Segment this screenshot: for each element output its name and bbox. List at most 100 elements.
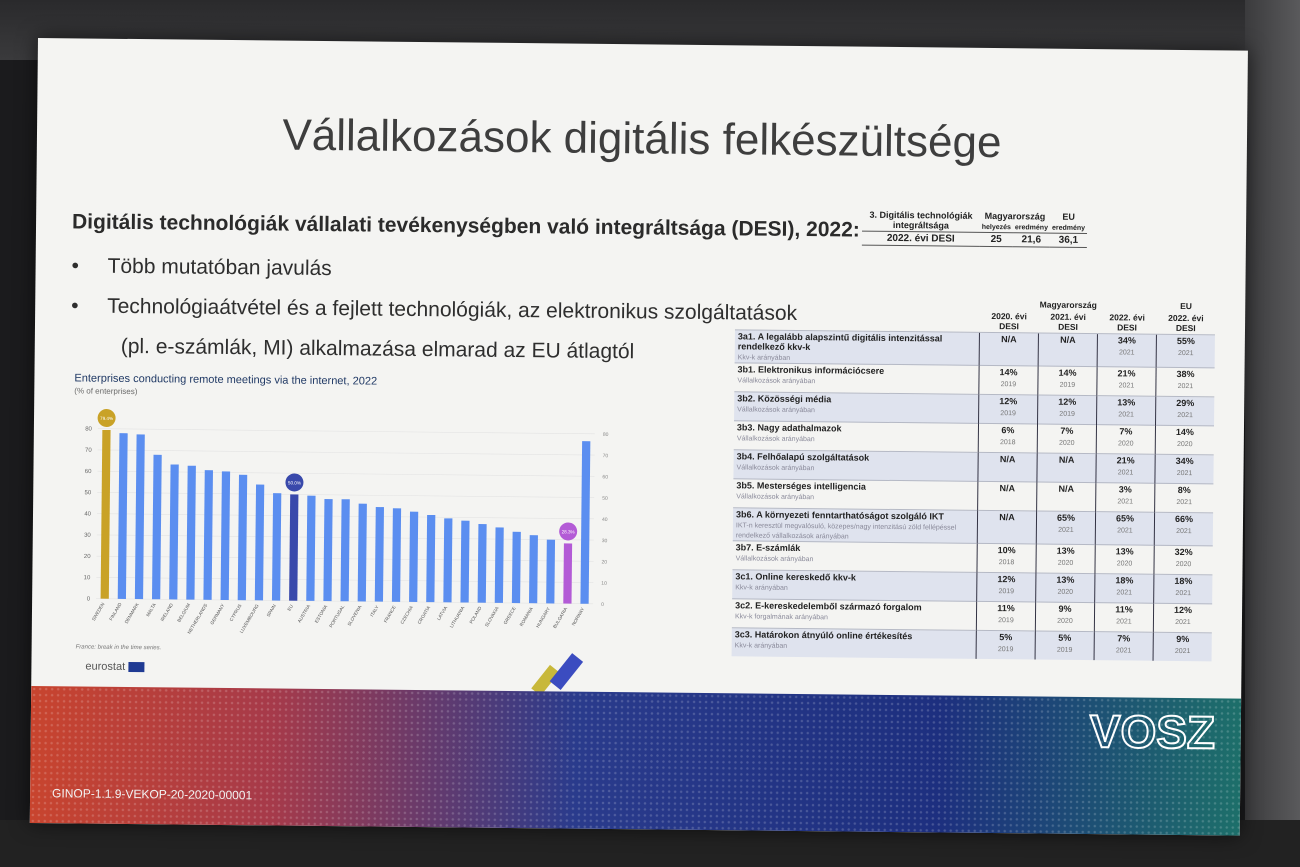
indicator-value: 10%	[997, 545, 1016, 556]
y-tick-label-right: 70	[603, 453, 609, 459]
indicator-value-cell: 7% 2020	[1096, 424, 1156, 455]
indicator-value: 9%	[1176, 633, 1190, 645]
y-tick-label: 80	[85, 427, 92, 433]
indicator-year	[981, 526, 1033, 527]
indicator-year: 2020	[1057, 617, 1073, 625]
indicator-year: 2020	[1058, 439, 1075, 447]
footer-pattern	[29, 685, 1242, 836]
bar-spain	[271, 493, 282, 601]
indicator-value: 65%	[1056, 512, 1076, 523]
indicator-label: 3c3. Határokon átnyúló online értékesíté…	[734, 629, 913, 642]
eu-flag-icon	[128, 662, 145, 673]
bar-croatia	[426, 514, 436, 603]
bar-slovakia	[494, 527, 504, 603]
x-tick-label: CROATIA	[417, 604, 432, 625]
indicator-value: N/A	[1058, 483, 1075, 494]
indicator-value-cell: 7% 2020	[1037, 423, 1097, 454]
x-tick-label: LUXEMBOURG	[239, 603, 260, 634]
x-tick-label: IRELAND	[160, 602, 175, 622]
indicator-unit: Kkv-k forgalmának arányában	[734, 613, 829, 622]
x-tick-label: ITALY	[369, 605, 379, 618]
x-tick-label: SWEDEN	[91, 602, 106, 622]
indicator-year: 2020	[1057, 559, 1074, 567]
indicator-value-cell: 13% 2021	[1096, 395, 1156, 426]
y-tick-label: 50	[85, 490, 92, 496]
bar-bulgaria	[563, 543, 573, 604]
indicator-value-cell: 8% 2021	[1154, 483, 1214, 513]
y-tick-label: 40	[84, 512, 91, 518]
indicator-year: 2021	[1116, 618, 1132, 626]
bullet-text: Több mutatóban javulás	[107, 254, 332, 281]
indicator-value: 14%	[999, 367, 1018, 378]
chart-footnote: France: break in the time series.	[75, 644, 162, 652]
summary-col-hu: Magyarország	[984, 211, 1046, 222]
indicator-year: 2021	[1116, 589, 1133, 597]
bar-malta	[151, 454, 162, 600]
indicator-value: 32%	[1174, 546, 1193, 558]
indicator-value-cell: N/A	[977, 481, 1037, 511]
bar-estonia	[323, 499, 333, 602]
room-background-right	[1245, 0, 1300, 867]
indicator-year: 2021	[1058, 526, 1074, 534]
indicator-year: 2020	[1117, 440, 1134, 448]
indicator-year: 2020	[1116, 560, 1133, 568]
indicator-value: N/A	[999, 512, 1015, 523]
indicator-value: N/A	[1060, 334, 1076, 345]
indicator-value: 12%	[1174, 604, 1193, 616]
indicator-value: 21%	[1116, 455, 1135, 466]
indicator-year: 2019	[998, 588, 1015, 596]
bar-chart-svg: 0 0 10 10 20 20 30 30 40 40 50 50 60 60 70 70 80 80 SWEDEN…	[84, 409, 609, 635]
summary-row-label: 2022. évi DESI	[861, 231, 980, 247]
indicator-value: 7%	[1060, 425, 1074, 436]
indicator-value-cell: 21% 2021	[1096, 366, 1157, 397]
x-tick-label: LITHUANIA	[449, 605, 466, 629]
x-tick-label: ROMANIA	[519, 605, 535, 627]
indicator-cell: 3c2. E-kereskedelemből származó forgalom…	[731, 598, 977, 631]
indicator-value: 5%	[999, 632, 1013, 643]
indicator-year: 2019	[1056, 646, 1073, 654]
summary-hu-value: 21,6	[1012, 232, 1050, 248]
indicator-value: 38%	[1176, 368, 1195, 380]
summary-eu-value: 36,1	[1049, 233, 1088, 248]
indicator-year: 2021	[1176, 498, 1193, 507]
x-tick-label: EU	[286, 604, 294, 612]
indicator-value-cell: 13% 2020	[1035, 572, 1095, 603]
bullet-continuation: (pl. e-számlák, MI) alkalmazása elmarad …	[120, 334, 635, 364]
y-tick-label-right: 60	[602, 474, 608, 480]
indicator-year: 2021	[1176, 469, 1193, 478]
indicator-year: 2019	[1059, 381, 1076, 389]
indicator-label: 3a1. A legalább alapszintű digitális int…	[737, 331, 943, 353]
indicator-year: 2021	[1174, 647, 1191, 656]
indicator-value-cell: 29% 2021	[1155, 396, 1215, 426]
data-label: 50.0%	[288, 480, 301, 485]
indicator-value-cell: N/A	[1038, 332, 1098, 367]
eurostat-logo: eurostat	[85, 661, 145, 674]
bar-germany	[220, 471, 231, 601]
indicator-year: 2020	[1176, 440, 1193, 449]
indicator-value-cell: 12% 2019	[978, 394, 1038, 424]
indicator-year: 2018	[999, 439, 1016, 447]
indicator-value: 66%	[1174, 513, 1194, 525]
bar-norway	[580, 441, 591, 604]
x-tick-label: POLAND	[469, 605, 483, 624]
y-tick-label-right: 0	[601, 602, 604, 608]
indicator-year: 2021	[1177, 382, 1194, 391]
slide-subtitle: Digitális technológiák vállalati tevéken…	[71, 210, 860, 242]
indicator-value: N/A	[1058, 454, 1075, 465]
indicator-value: 13%	[1117, 397, 1136, 408]
y-tick-label: 0	[87, 597, 91, 603]
x-tick-label: FRANCE	[383, 605, 397, 624]
bar-sweden	[100, 429, 111, 599]
x-tick-label: FINLAND	[108, 601, 123, 621]
indicator-value-cell: 34% 2021	[1097, 333, 1157, 368]
indicator-label: 3b7. E-számlák	[735, 542, 801, 554]
indicator-year: 2020	[1175, 560, 1192, 569]
detail-table-row: 3a1. A legalább alapszintű digitális int…	[734, 329, 1215, 368]
indicator-year: 2021	[1117, 527, 1133, 535]
data-label-bubble	[559, 522, 578, 541]
bar-netherlands	[203, 470, 213, 600]
indicator-value-cell: 9% 2021	[1153, 632, 1212, 662]
x-tick-label: SLOVENIA	[347, 604, 363, 627]
indicator-year: 2019	[997, 646, 1014, 654]
bar-slovenia	[357, 503, 367, 602]
